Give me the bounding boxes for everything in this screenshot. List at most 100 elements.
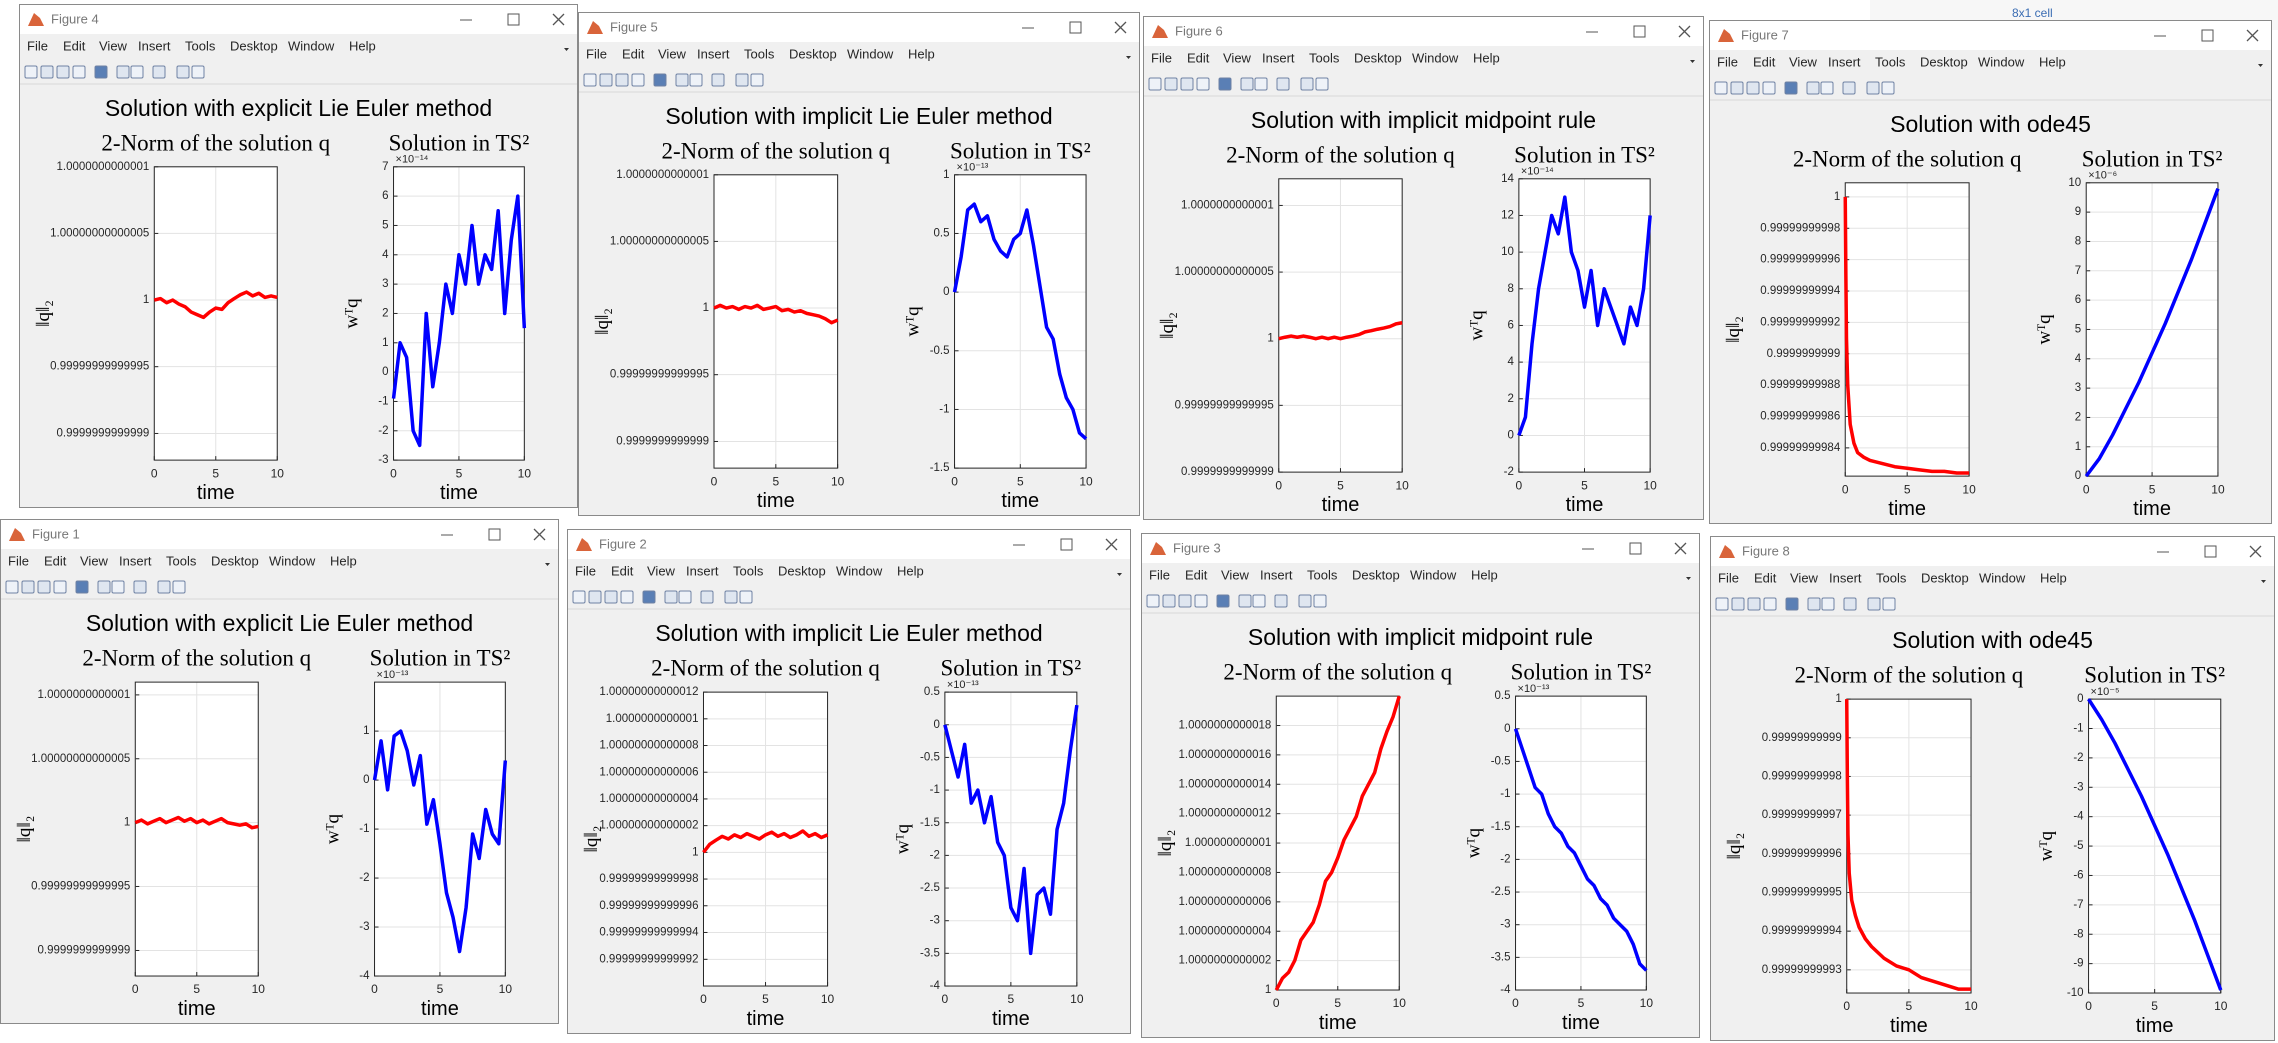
menu-item[interactable]: Tools	[744, 46, 775, 61]
menu-item[interactable]: Desktop	[789, 46, 837, 61]
toolbar-button[interactable]	[1274, 594, 1288, 608]
menu-item[interactable]: Desktop	[778, 563, 826, 578]
menu-item[interactable]: View	[1789, 54, 1818, 69]
menu-item[interactable]: Insert	[697, 46, 730, 61]
toolbar-button[interactable]	[1194, 594, 1208, 608]
menu-item[interactable]: Help	[2040, 570, 2067, 585]
menu-item[interactable]: Desktop	[1921, 570, 1969, 585]
toolbar-button[interactable]	[1731, 597, 1745, 611]
toolbar-button[interactable]	[130, 65, 144, 79]
toolbar-button[interactable]	[1820, 81, 1834, 95]
menu-item[interactable]: File	[8, 553, 29, 568]
menu-item[interactable]: Desktop	[211, 553, 259, 568]
toolbar-button[interactable]	[588, 590, 602, 604]
toolbar-button[interactable]	[53, 580, 67, 594]
toolbar-button[interactable]	[620, 590, 634, 604]
menu-item[interactable]: Desktop	[1920, 54, 1968, 69]
menu-item[interactable]: Help	[1473, 50, 1500, 65]
toolbar-button[interactable]	[1843, 597, 1857, 611]
menu-item[interactable]: Tools	[1309, 50, 1340, 65]
menu-item[interactable]: View	[99, 38, 128, 53]
toolbar-button[interactable]	[72, 65, 86, 79]
close-button[interactable]	[533, 528, 546, 541]
menu-item[interactable]: Window	[269, 553, 316, 568]
toolbar-button[interactable]	[642, 590, 656, 604]
menu-item[interactable]: Insert	[1829, 570, 1862, 585]
toolbar-button[interactable]	[604, 590, 618, 604]
toolbar-button[interactable]	[1714, 81, 1728, 95]
menu-item[interactable]: Tools	[185, 38, 216, 53]
toolbar-button[interactable]	[5, 580, 19, 594]
toolbar-button[interactable]	[1842, 81, 1856, 95]
menu-item[interactable]: Tools	[1875, 54, 1906, 69]
toolbar-button[interactable]	[21, 580, 35, 594]
menu-item[interactable]: Insert	[686, 563, 719, 578]
menu-item[interactable]: Tools	[1876, 570, 1907, 585]
toolbar-button[interactable]	[1300, 77, 1314, 91]
toolbar-button[interactable]	[631, 73, 645, 87]
menu-item[interactable]: Edit	[1187, 50, 1210, 65]
maximize-button[interactable]	[2201, 29, 2214, 42]
toolbar-button[interactable]	[1746, 81, 1760, 95]
menu-item[interactable]: View	[1790, 570, 1819, 585]
menu-item[interactable]: Edit	[622, 46, 645, 61]
maximize-button[interactable]	[1633, 25, 1646, 38]
toolbar-button[interactable]	[111, 580, 125, 594]
maximize-button[interactable]	[488, 528, 501, 541]
menu-item[interactable]: Edit	[1753, 54, 1776, 69]
maximize-button[interactable]	[2204, 545, 2217, 558]
toolbar-button[interactable]	[176, 65, 190, 79]
maximize-button[interactable]	[1060, 538, 1073, 551]
toolbar-button[interactable]	[653, 73, 667, 87]
toolbar-button[interactable]	[1298, 594, 1312, 608]
toolbar-button[interactable]	[1866, 81, 1880, 95]
toolbar-button[interactable]	[133, 580, 147, 594]
toolbar-button[interactable]	[678, 590, 692, 604]
menu-item[interactable]: Help	[897, 563, 924, 578]
toolbar-button[interactable]	[675, 73, 689, 87]
maximize-button[interactable]	[507, 13, 520, 26]
toolbar-button[interactable]	[116, 65, 130, 79]
toolbar-button[interactable]	[1216, 594, 1230, 608]
toolbar-button[interactable]	[97, 580, 111, 594]
toolbar-button[interactable]	[735, 73, 749, 87]
toolbar-button[interactable]	[1196, 77, 1210, 91]
menu-item[interactable]: Edit	[44, 553, 67, 568]
toolbar-button[interactable]	[1867, 597, 1881, 611]
toolbar-button[interactable]	[739, 590, 753, 604]
menu-item[interactable]: View	[1221, 567, 1250, 582]
toolbar-button[interactable]	[24, 65, 38, 79]
menu-item[interactable]: Help	[1471, 567, 1498, 582]
close-button[interactable]	[1114, 21, 1127, 34]
toolbar-button[interactable]	[1238, 594, 1252, 608]
toolbar-button[interactable]	[172, 580, 186, 594]
close-button[interactable]	[552, 13, 565, 26]
toolbar-button[interactable]	[1806, 81, 1820, 95]
menu-item[interactable]: Window	[1979, 570, 2026, 585]
close-button[interactable]	[1678, 25, 1691, 38]
menu-item[interactable]: Insert	[1262, 50, 1295, 65]
menu-item[interactable]: View	[1223, 50, 1252, 65]
menu-item[interactable]: Help	[349, 38, 376, 53]
menu-item[interactable]: Desktop	[1354, 50, 1402, 65]
menu-item[interactable]: View	[647, 563, 676, 578]
toolbar-button[interactable]	[1807, 597, 1821, 611]
toolbar-button[interactable]	[689, 73, 703, 87]
maximize-button[interactable]	[1629, 542, 1642, 555]
toolbar-button[interactable]	[1747, 597, 1761, 611]
menu-item[interactable]: Help	[330, 553, 357, 568]
toolbar-button[interactable]	[1240, 77, 1254, 91]
menu-item[interactable]: File	[575, 563, 596, 578]
menu-item[interactable]: Desktop	[230, 38, 278, 53]
toolbar-button[interactable]	[1821, 597, 1835, 611]
menu-item[interactable]: Window	[1978, 54, 2025, 69]
menu-item[interactable]: Help	[2039, 54, 2066, 69]
toolbar-button[interactable]	[1252, 594, 1266, 608]
toolbar-button[interactable]	[1785, 597, 1799, 611]
menu-item[interactable]: Edit	[611, 563, 634, 578]
toolbar-button[interactable]	[750, 73, 764, 87]
menu-item[interactable]: Window	[1412, 50, 1459, 65]
menu-item[interactable]: Insert	[1828, 54, 1861, 69]
toolbar-button[interactable]	[1715, 597, 1729, 611]
menu-item[interactable]: Window	[288, 38, 335, 53]
